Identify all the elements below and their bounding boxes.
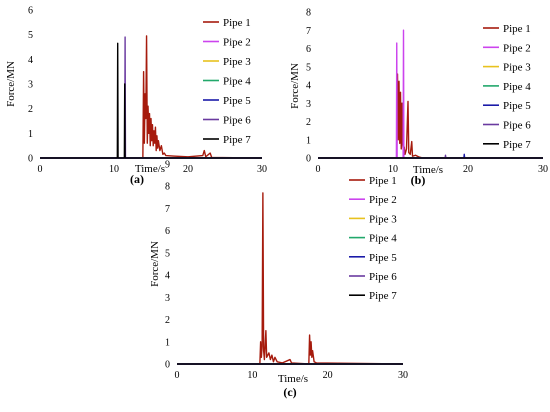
y-tick-label: 1	[28, 129, 33, 140]
x-tick-label: 10	[388, 164, 398, 175]
y-tick-label: 7	[165, 204, 170, 215]
legend-label: Pipe 7	[369, 290, 397, 302]
chart-panel: 0 1 2 3 4 5 6 0 10 20 30 Time/s Force/MN Pipe 1 Pipe 2…	[5, 6, 267, 187]
legend-label: Pipe 1	[223, 17, 251, 29]
series-line	[40, 42, 262, 159]
y-tick-label: 3	[28, 80, 33, 91]
x-axis-title: Time/s	[135, 163, 165, 175]
x-axis-title: Time/s	[413, 164, 443, 176]
legend-label: Pipe 2	[503, 42, 531, 54]
x-tick-label: 20	[323, 370, 333, 381]
chart-panel: 0 1 2 3 4 5 6 7 8 9 0 10 20 30 Time/s Force/MN Pipe 1 Pip…	[149, 160, 408, 400]
y-axis-title: Force/MN	[289, 63, 301, 109]
y-tick-label: 4	[28, 55, 33, 66]
x-axis-title: Time/s	[278, 373, 308, 385]
y-tick-label: 6	[306, 44, 311, 55]
x-tick-label: 10	[109, 164, 119, 175]
y-tick-label: 2	[306, 117, 311, 128]
legend-label: Pipe 3	[503, 62, 531, 74]
y-tick-label: 4	[306, 81, 311, 92]
y-axis-title: Force/MN	[149, 241, 161, 287]
legend-label: Pipe 5	[369, 252, 397, 264]
legend-label: Pipe 7	[503, 139, 531, 151]
x-tick-label: 30	[538, 164, 548, 175]
legend-label: Pipe 6	[369, 271, 397, 283]
legend-label: Pipe 2	[369, 194, 397, 206]
y-tick-label: 2	[165, 315, 170, 326]
y-tick-label: 0	[165, 360, 170, 371]
x-tick-label: 20	[463, 164, 473, 175]
y-tick-label: 6	[28, 6, 33, 17]
x-tick-label: 20	[183, 164, 193, 175]
x-tick-label: 30	[398, 370, 408, 381]
legend-label: Pipe 2	[223, 37, 251, 49]
y-tick-label: 8	[306, 8, 311, 19]
legend-label: Pipe 5	[503, 100, 531, 112]
legend-label: Pipe 4	[503, 81, 531, 93]
y-tick-label: 2	[28, 104, 33, 115]
chart-panel: 0 1 2 3 4 5 6 7 8 0 10 20 30 Time/s Force/MN Pipe 1 Pipe…	[289, 8, 548, 188]
y-tick-label: 7	[306, 26, 311, 37]
legend-label: Pipe 3	[223, 56, 251, 68]
legend-label: Pipe 1	[369, 175, 397, 187]
legend-label: Pipe 3	[369, 213, 397, 225]
legend-label: Pipe 4	[223, 76, 251, 88]
y-tick-label: 8	[165, 182, 170, 193]
y-tick-label: 4	[165, 271, 170, 282]
x-tick-label: 0	[38, 164, 43, 175]
y-tick-label: 0	[306, 154, 311, 165]
x-tick-label: 0	[316, 164, 321, 175]
y-tick-label: 5	[306, 62, 311, 73]
legend-label: Pipe 6	[503, 120, 531, 132]
panel-label: (a)	[130, 172, 144, 186]
y-tick-label: 6	[165, 226, 170, 237]
y-tick-label: 9	[165, 160, 170, 171]
legend-label: Pipe 6	[223, 115, 251, 127]
y-tick-label: 3	[165, 293, 170, 304]
y-axis-title: Force/MN	[5, 61, 17, 107]
legend-label: Pipe 5	[223, 95, 251, 107]
panel-label: (b)	[411, 173, 426, 187]
x-tick-label: 30	[257, 164, 267, 175]
legend-label: Pipe 1	[503, 23, 531, 35]
y-tick-label: 0	[28, 154, 33, 165]
legend-label: Pipe 4	[369, 233, 397, 245]
panel-label: (c)	[283, 385, 296, 399]
y-tick-label: 1	[165, 337, 170, 348]
x-tick-label: 0	[175, 370, 180, 381]
series-line	[40, 35, 263, 159]
x-tick-label: 10	[247, 370, 257, 381]
y-tick-label: 5	[28, 30, 33, 41]
y-tick-label: 3	[306, 99, 311, 110]
y-tick-label: 1	[306, 135, 311, 146]
y-tick-label: 5	[165, 248, 170, 259]
legend-label: Pipe 7	[223, 134, 251, 146]
series-line	[177, 192, 404, 365]
